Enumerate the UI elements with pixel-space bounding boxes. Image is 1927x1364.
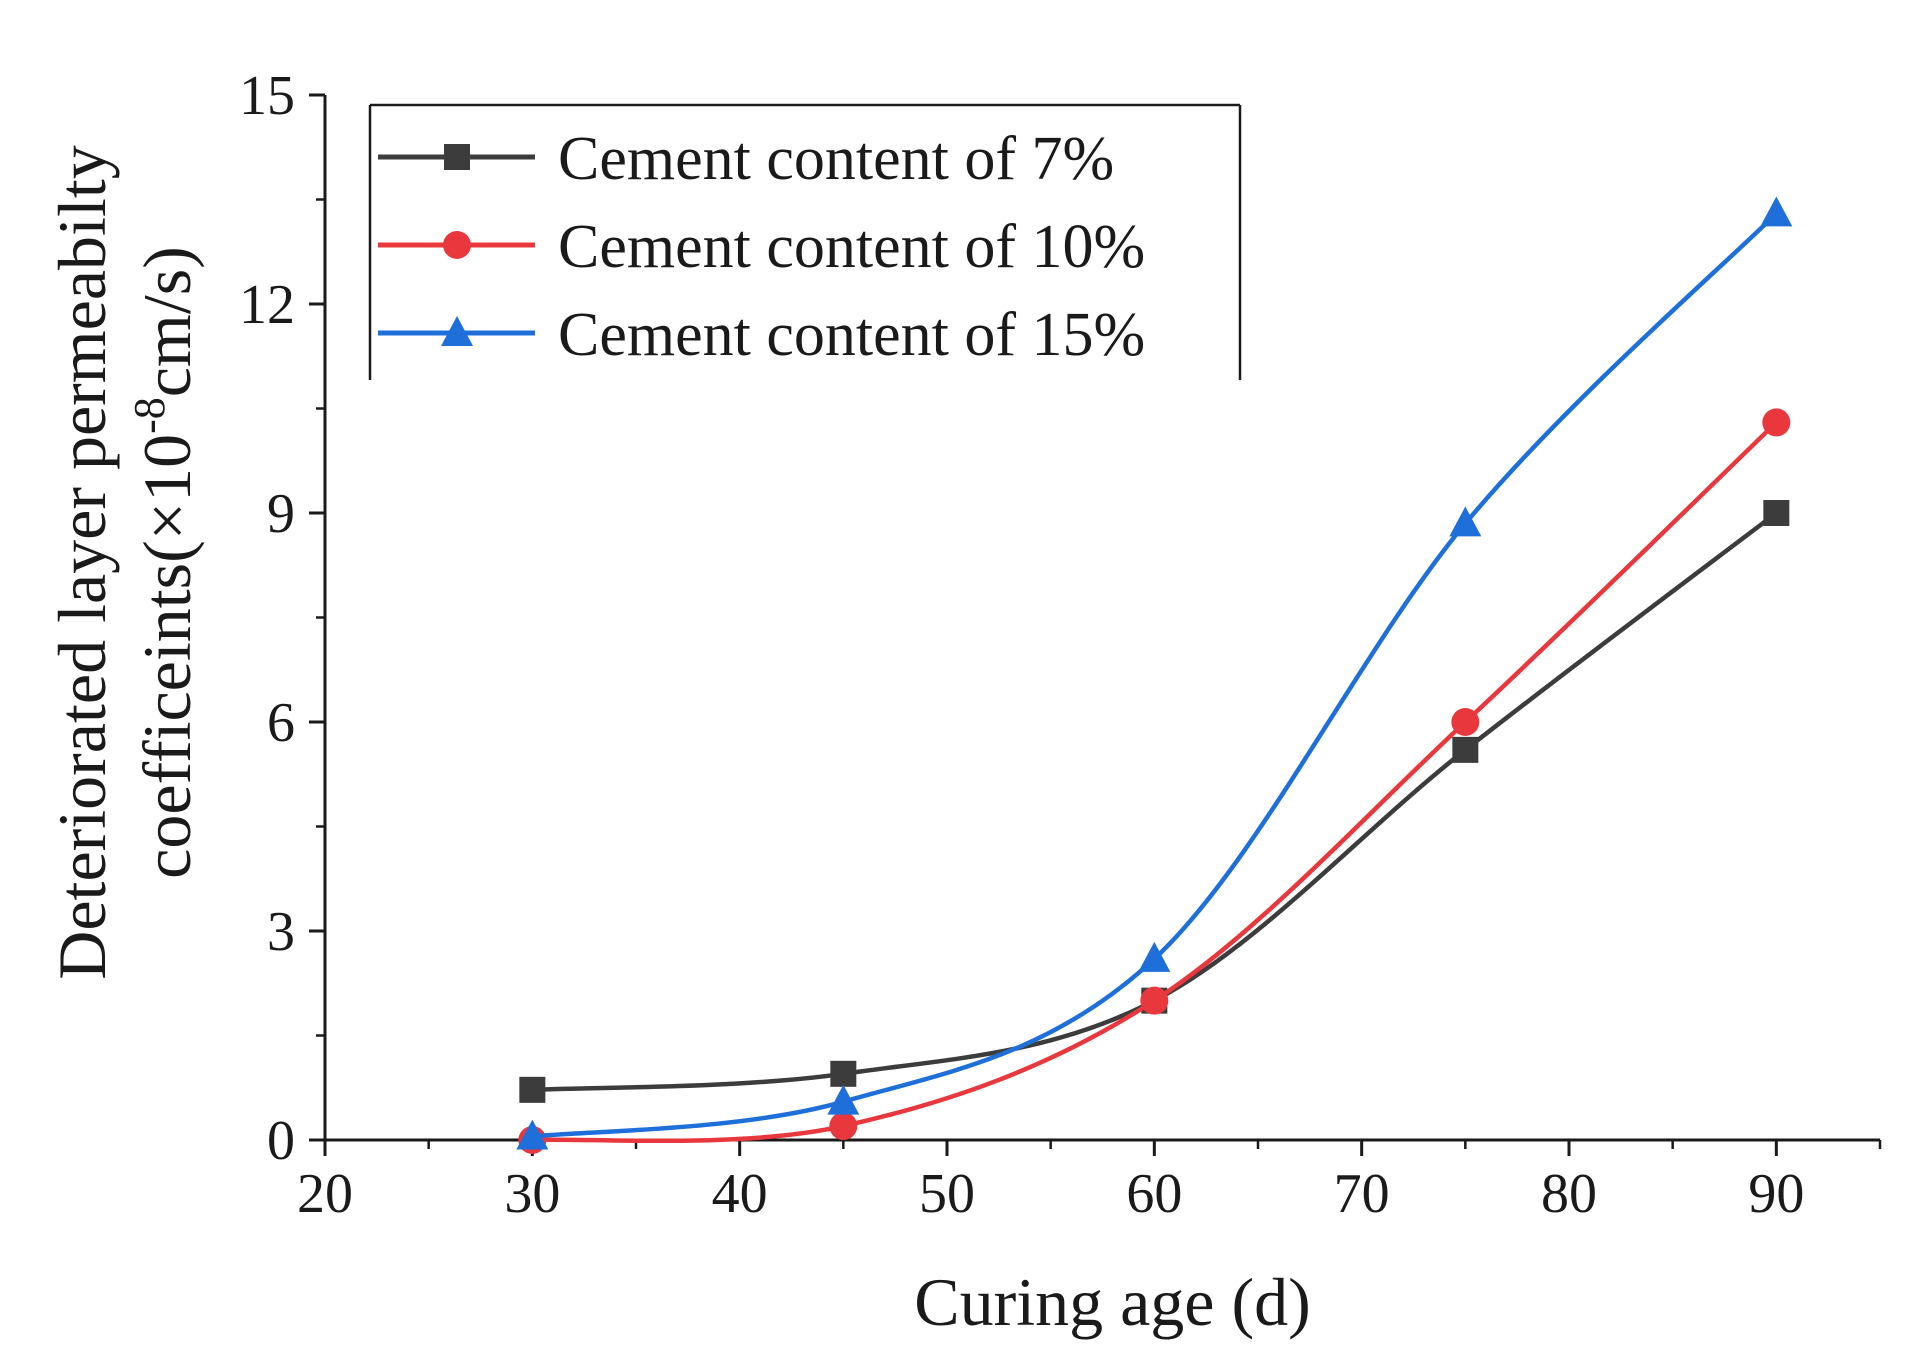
axis-titles: Curing age (d) Deteriorated layer permea… [44, 145, 1311, 1340]
x-tick-label-50: 50 [919, 1163, 975, 1225]
x-tick-label-80: 80 [1541, 1163, 1597, 1225]
y-tick-label-0: 0 [267, 1110, 295, 1172]
ticks: 20 30 40 50 60 70 80 90 0 3 6 9 12 15 [239, 65, 1882, 1225]
data-point-s2-x60 [1140, 986, 1169, 1015]
legend-swatch-marker-3 [441, 316, 473, 346]
legend-swatch-marker-1 [444, 144, 470, 170]
legend-item-2: Cement content of 10% [378, 213, 1145, 281]
x-tick-label-90: 90 [1748, 1163, 1804, 1225]
legend-swatch-marker-2 [443, 231, 471, 259]
series-3 [516, 196, 1793, 1150]
y-axis-title-exponent: -8 [125, 397, 174, 434]
data-point-s1-x30 [519, 1076, 546, 1103]
legend: Cement content of 7% Cement content of 10… [368, 103, 1242, 380]
y-tick-label-6: 6 [267, 692, 295, 754]
x-tick-label-30: 30 [504, 1163, 560, 1225]
y-tick-label-3: 3 [267, 901, 295, 963]
y-axis-title-line1: Deteriorated layer permeabilty [44, 145, 120, 979]
data-point-s3-x30 [516, 1119, 549, 1150]
data-point-s3-x90 [1760, 196, 1793, 227]
y-axis-title-suffix: cm/s) [129, 246, 205, 397]
data-point-s1-x75 [1452, 736, 1479, 763]
series-2 [518, 408, 1791, 1154]
data-point-s3-x75 [1449, 506, 1482, 537]
x-axis-title: Curing age (d) [914, 1264, 1311, 1340]
x-tick-label-70: 70 [1334, 1163, 1390, 1225]
data-point-s2-x45 [829, 1112, 858, 1141]
x-tick-label-40: 40 [712, 1163, 768, 1225]
legend-label-1: Cement content of 7% [558, 125, 1114, 193]
y-axis-title-line2: coefficeints(×10-8cm/s) [125, 246, 205, 879]
y-tick-label-12: 12 [239, 274, 295, 336]
data-point-s3-x45 [827, 1084, 860, 1115]
legend-item-1: Cement content of 7% [378, 125, 1114, 193]
series-line-3 [532, 211, 1778, 1139]
x-tick-label-20: 20 [297, 1163, 353, 1225]
series-lines [516, 196, 1793, 1154]
legend-label-3: Cement content of 15% [558, 301, 1145, 369]
x-tick-label-60: 60 [1126, 1163, 1182, 1225]
data-point-s2-x75 [1451, 708, 1480, 736]
y-axis-title-prefix: coefficeints(×10 [129, 434, 205, 879]
series-line-2 [532, 420, 1778, 1144]
legend-item-3: Cement content of 15% [378, 301, 1145, 369]
legend-label-2: Cement content of 10% [558, 213, 1145, 281]
data-point-s2-x90 [1762, 408, 1791, 437]
data-point-s1-x90 [1763, 500, 1790, 526]
y-tick-label-9: 9 [267, 483, 295, 545]
data-point-s3-x60 [1138, 941, 1171, 972]
y-tick-label-15: 15 [239, 65, 295, 127]
data-point-s1-x45 [830, 1060, 857, 1087]
